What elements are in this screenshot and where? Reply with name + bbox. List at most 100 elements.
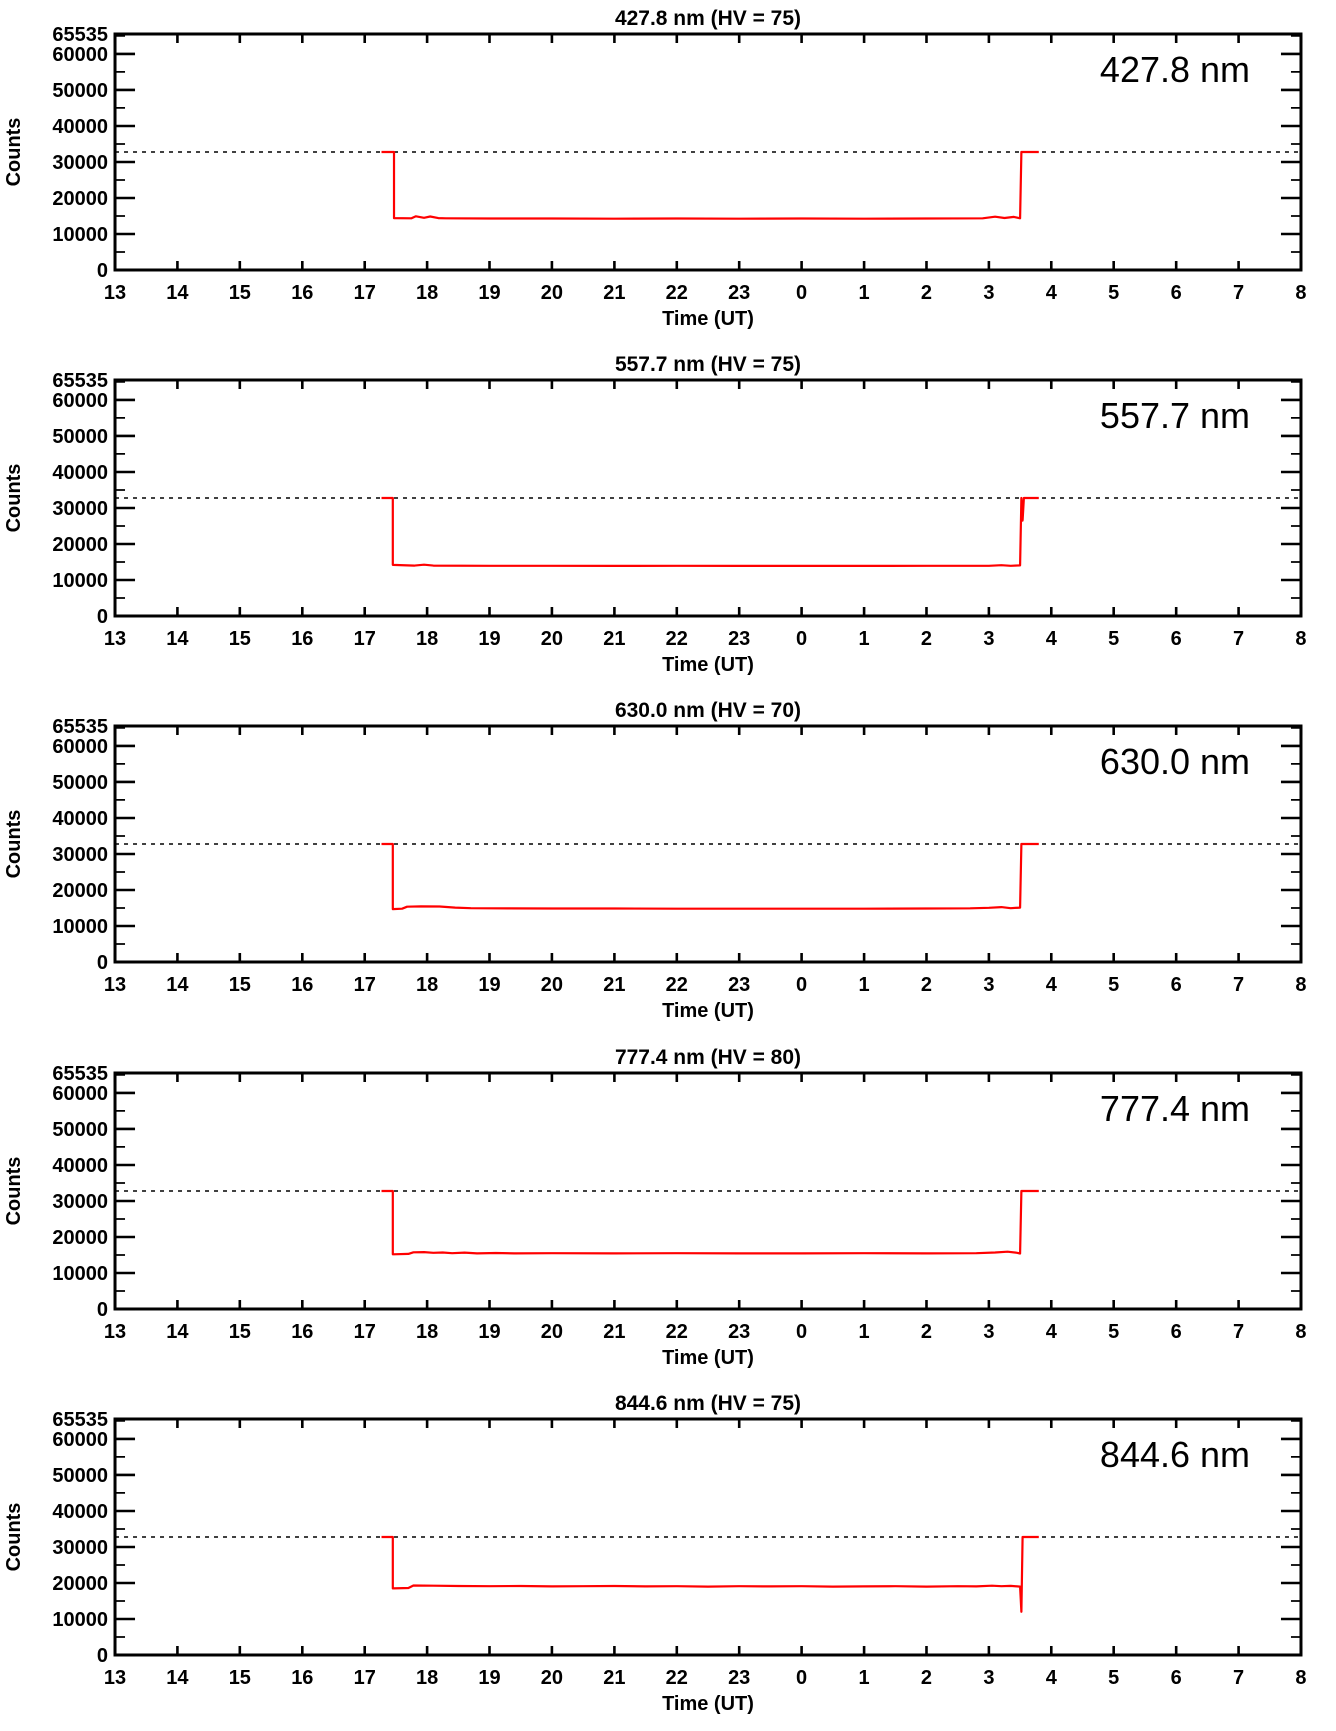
- y-axis-title: Counts: [3, 464, 25, 533]
- chart-title: 777.4 nm (HV = 80): [615, 1046, 801, 1069]
- x-tick-label: 0: [796, 628, 807, 650]
- x-tick-label: 5: [1108, 628, 1119, 650]
- x-tick-label: 4: [1046, 628, 1057, 650]
- x-tick-label: 17: [354, 974, 376, 996]
- y-tick-label: 40000: [52, 116, 108, 138]
- x-tick-label: 23: [728, 974, 750, 996]
- y-axis-major-ticks: [115, 725, 1301, 964]
- x-tick-label: 21: [603, 974, 625, 996]
- x-tick-label: 18: [416, 282, 438, 304]
- x-tick-label: 7: [1233, 1321, 1244, 1343]
- y-tick-label: 30000: [52, 1191, 108, 1213]
- x-tick-label: 22: [666, 1667, 688, 1689]
- x-tick-label: 20: [541, 1667, 563, 1689]
- x-tick-label: 21: [603, 1667, 625, 1689]
- x-tick-label: 1: [859, 974, 870, 996]
- y-tick-label: 65535: [52, 370, 108, 392]
- y-axis-major-ticks: [115, 1417, 1301, 1657]
- x-tick-label: 7: [1233, 974, 1244, 996]
- wavelength-label: 844.6 nm: [1100, 1434, 1250, 1475]
- y-tick-label: 20000: [52, 534, 108, 556]
- x-tick-label: 3: [983, 974, 994, 996]
- y-tick-label: 60000: [52, 1429, 108, 1451]
- x-tick-label: 1: [859, 1667, 870, 1689]
- y-tick-label: 20000: [52, 880, 108, 902]
- x-tick-label: 15: [229, 1667, 251, 1689]
- x-tick-label: 0: [796, 974, 807, 996]
- x-tick-label: 4: [1046, 282, 1057, 304]
- x-axis-ticks: [113, 1418, 1303, 1655]
- x-tick-label: 8: [1295, 628, 1306, 650]
- x-tick-label: 20: [541, 1321, 563, 1343]
- y-axis-minor-ticks: [115, 727, 1301, 946]
- x-tick-label: 23: [728, 1667, 750, 1689]
- x-tick-label: 14: [166, 282, 188, 304]
- x-tick-label: 20: [541, 974, 563, 996]
- x-tick-label: 5: [1108, 1321, 1119, 1343]
- x-tick-label: 1: [859, 282, 870, 304]
- y-tick-label: 20000: [52, 1573, 108, 1595]
- x-tick-label: 16: [291, 628, 313, 650]
- counts-series-line: [381, 1189, 1039, 1255]
- x-tick-label: 19: [478, 1321, 500, 1343]
- x-tick-label: 15: [229, 628, 251, 650]
- plot-frame: [113, 1417, 1303, 1657]
- x-tick-label: 6: [1171, 1667, 1182, 1689]
- y-tick-label: 20000: [52, 188, 108, 210]
- x-axis-ticks: [113, 380, 1303, 617]
- wavelength-label: 427.8 nm: [1100, 49, 1250, 90]
- x-tick-label: 6: [1171, 1321, 1182, 1343]
- x-tick-label: 3: [983, 1321, 994, 1343]
- y-tick-label: 10000: [52, 1609, 108, 1631]
- y-tick-label: 50000: [52, 772, 108, 794]
- x-tick-label: 13: [104, 1667, 126, 1689]
- x-tick-label: 23: [728, 1321, 750, 1343]
- x-tick-label: 20: [541, 282, 563, 304]
- y-tick-label: 0: [97, 606, 108, 628]
- y-tick-label: 40000: [52, 462, 108, 484]
- y-tick-label: 65535: [52, 716, 108, 738]
- y-tick-label: 65535: [52, 1409, 108, 1431]
- x-tick-label: 4: [1046, 974, 1057, 996]
- y-axis-minor-ticks: [115, 1419, 1301, 1638]
- y-tick-label: 20000: [52, 1227, 108, 1249]
- x-tick-label: 14: [166, 974, 188, 996]
- y-tick-label: 40000: [52, 808, 108, 830]
- x-axis-ticks: [113, 1072, 1303, 1309]
- y-tick-label: 65535: [52, 24, 108, 46]
- x-tick-label: 5: [1108, 1667, 1119, 1689]
- y-tick-label: 50000: [52, 1465, 108, 1487]
- x-tick-label: 2: [921, 1667, 932, 1689]
- plot-frame: [113, 724, 1303, 964]
- x-tick-label: 19: [478, 974, 500, 996]
- x-tick-label: 15: [229, 1321, 251, 1343]
- y-tick-label: 10000: [52, 224, 108, 246]
- x-tick-label: 21: [603, 282, 625, 304]
- x-tick-label: 6: [1171, 628, 1182, 650]
- y-tick-label: 40000: [52, 1155, 108, 1177]
- x-tick-label: 17: [354, 628, 376, 650]
- x-tick-label: 20: [541, 628, 563, 650]
- x-tick-label: 5: [1108, 282, 1119, 304]
- y-tick-label: 30000: [52, 1537, 108, 1559]
- x-tick-label: 8: [1295, 974, 1306, 996]
- x-tick-label: 23: [728, 628, 750, 650]
- y-tick-label: 50000: [52, 426, 108, 448]
- y-tick-label: 40000: [52, 1501, 108, 1523]
- x-tick-label: 5: [1108, 974, 1119, 996]
- x-tick-label: 22: [666, 628, 688, 650]
- chart-title: 557.7 nm (HV = 75): [615, 353, 801, 376]
- x-tick-label: 15: [229, 974, 251, 996]
- x-tick-label: 8: [1295, 1667, 1306, 1689]
- plot-frame: [113, 32, 1303, 272]
- y-axis-minor-ticks: [115, 381, 1301, 600]
- x-tick-label: 8: [1295, 1321, 1306, 1343]
- x-axis-ticks: [113, 33, 1303, 270]
- counts-series-line: [381, 843, 1039, 911]
- x-tick-label: 6: [1171, 282, 1182, 304]
- x-axis-title: Time (UT): [662, 1000, 754, 1022]
- wavelength-label: 557.7 nm: [1100, 395, 1250, 436]
